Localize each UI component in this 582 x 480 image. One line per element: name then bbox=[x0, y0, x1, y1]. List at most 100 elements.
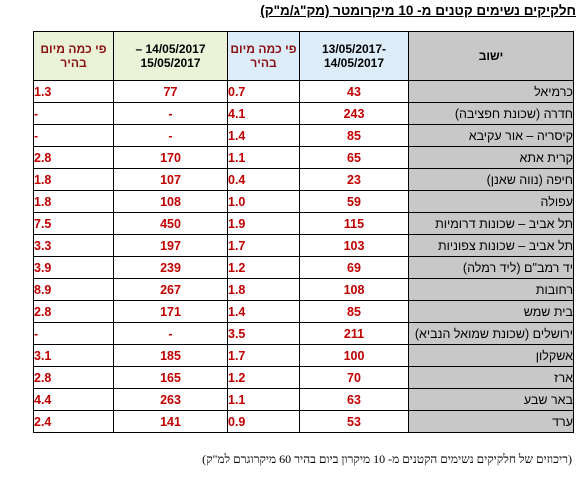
multiplier-b: 4.4 bbox=[33, 388, 114, 411]
value-a: 69 bbox=[299, 256, 409, 279]
table-row: חיפה (נווה שאנן) 23 0.4 107 1.8 bbox=[33, 168, 574, 191]
settlement-name: באר שבע bbox=[408, 388, 574, 411]
table-row: עפולה 59 1.0 108 1.8 bbox=[33, 190, 574, 213]
page-title: חלקיקים נשימים קטנים מ- 10 מיקרומטר (מק"… bbox=[260, 3, 576, 18]
multiplier-b: 1.8 bbox=[33, 168, 114, 191]
header-date-a: 13/05/2017-14/05/2017 bbox=[299, 31, 409, 81]
table-row: קרית אתא 65 1.1 170 2.8 bbox=[33, 146, 574, 169]
multiplier-b: - bbox=[33, 322, 114, 345]
value-a: 108 bbox=[299, 278, 409, 301]
multiplier-b: 1.8 bbox=[33, 190, 114, 213]
value-a: 59 bbox=[299, 190, 409, 213]
settlement-name: קרית אתא bbox=[408, 146, 574, 169]
value-b: 108 bbox=[113, 190, 228, 213]
multiplier-a: 1.7 bbox=[227, 344, 300, 367]
table-row: תל אביב – שכונות דרומיות 115 1.9 450 7.5 bbox=[33, 212, 574, 235]
multiplier-b: 3.9 bbox=[33, 256, 114, 279]
settlement-name: אשקלון bbox=[408, 344, 574, 367]
multiplier-b: 7.5 bbox=[33, 212, 114, 235]
settlement-name: יד רמב"ם (ליד רמלה) bbox=[408, 256, 574, 279]
header-settlement: ישוב bbox=[408, 31, 574, 81]
value-a: 115 bbox=[299, 212, 409, 235]
settlement-name: חיפה (נווה שאנן) bbox=[408, 168, 574, 191]
value-b: 450 bbox=[113, 212, 228, 235]
settlement-name: ערד bbox=[408, 410, 574, 433]
value-b: 141 bbox=[113, 410, 228, 433]
table-row: אשקלון 100 1.7 185 3.1 bbox=[33, 344, 574, 367]
table-row: ערד 53 0.9 141 2.4 bbox=[33, 410, 574, 433]
value-a: 100 bbox=[299, 344, 409, 367]
table-row: קיסריה – אור עקיבא 85 1.4- - bbox=[33, 124, 574, 147]
multiplier-a: 1.2 bbox=[227, 366, 300, 389]
settlement-name: ארז bbox=[408, 366, 574, 389]
value-a: 103 bbox=[299, 234, 409, 257]
value-a: 211 bbox=[299, 322, 409, 345]
settlement-name: כרמיאל bbox=[408, 80, 574, 103]
table-row: באר שבע 63 1.1 263 4.4 bbox=[33, 388, 574, 411]
footnote: (ריכוזים של חלקיקים נשימים הקטנים מ- 10 … bbox=[202, 452, 572, 466]
table-row: ארז 70 1.2 165 2.8 bbox=[33, 366, 574, 389]
settlement-name: תל אביב – שכונות דרומיות bbox=[408, 212, 574, 235]
multiplier-b: 2.8 bbox=[33, 146, 114, 169]
multiplier-b: - bbox=[33, 124, 114, 147]
multiplier-a: 1.7 bbox=[227, 234, 300, 257]
settlement-name: תל אביב – שכונות צפוניות bbox=[408, 234, 574, 257]
value-b: 77 bbox=[113, 80, 228, 103]
header-multiplier-b: פי כמה מיום בהיר bbox=[33, 31, 114, 81]
multiplier-b: 2.8 bbox=[33, 300, 114, 323]
table-row: חדרה (שכונת חפציבה) 243 4.1- - bbox=[33, 102, 574, 125]
value-a: 65 bbox=[299, 146, 409, 169]
multiplier-a: 1.4 bbox=[227, 300, 300, 323]
multiplier-b: - bbox=[33, 102, 114, 125]
multiplier-a: 1.1 bbox=[227, 146, 300, 169]
value-b: 197 bbox=[113, 234, 228, 257]
multiplier-a: 4.1 bbox=[227, 102, 300, 125]
value-a: 70 bbox=[299, 366, 409, 389]
value-b: 107 bbox=[113, 168, 228, 191]
multiplier-a: 1.2 bbox=[227, 256, 300, 279]
value-b: - bbox=[113, 124, 228, 147]
settlement-name: קיסריה – אור עקיבא bbox=[408, 124, 574, 147]
value-b: - bbox=[113, 322, 228, 345]
value-a: 43 bbox=[299, 80, 409, 103]
value-b: 170 bbox=[113, 146, 228, 169]
multiplier-a: 1.8 bbox=[227, 278, 300, 301]
table-row: רחובות 108 1.8 267 8.9 bbox=[33, 278, 574, 301]
table-row: תל אביב – שכונות צפוניות 103 1.7 197 3.3 bbox=[33, 234, 574, 257]
value-a: 63 bbox=[299, 388, 409, 411]
multiplier-a: 1.0 bbox=[227, 190, 300, 213]
value-b: 267 bbox=[113, 278, 228, 301]
multiplier-a: 1.9 bbox=[227, 212, 300, 235]
multiplier-a: 1.4 bbox=[227, 124, 300, 147]
settlement-name: ירושלים (שכונת שמואל הנביא) bbox=[408, 322, 574, 345]
multiplier-b: 2.4 bbox=[33, 410, 114, 433]
multiplier-b: 3.3 bbox=[33, 234, 114, 257]
multiplier-b: 2.8 bbox=[33, 366, 114, 389]
value-a: 85 bbox=[299, 124, 409, 147]
pollution-table: ישוב 13/05/2017-14/05/2017 פי כמה מיום ב… bbox=[33, 31, 574, 433]
value-b: 165 bbox=[113, 366, 228, 389]
table-row: כרמיאל 43 0.7 77 1.3 bbox=[33, 80, 574, 103]
value-b: - bbox=[113, 102, 228, 125]
value-b: 263 bbox=[113, 388, 228, 411]
value-b: 239 bbox=[113, 256, 228, 279]
settlement-name: עפולה bbox=[408, 190, 574, 213]
value-a: 85 bbox=[299, 300, 409, 323]
value-b: 171 bbox=[113, 300, 228, 323]
value-b: 185 bbox=[113, 344, 228, 367]
header-date-b: 14/05/2017 – 15/05/2017 bbox=[113, 31, 228, 81]
table-header-row: ישוב 13/05/2017-14/05/2017 פי כמה מיום ב… bbox=[33, 31, 574, 81]
value-a: 23 bbox=[299, 168, 409, 191]
multiplier-b: 8.9 bbox=[33, 278, 114, 301]
table-body: כרמיאל 43 0.7 77 1.3 חדרה (שכונת חפציבה) 243 4.… bbox=[33, 80, 574, 433]
table-row: יד רמב"ם (ליד רמלה) 69 1.2 239 3.9 bbox=[33, 256, 574, 279]
value-a: 243 bbox=[299, 102, 409, 125]
multiplier-a: 1.1 bbox=[227, 388, 300, 411]
table-row: בית שמש 85 1.4 171 2.8 bbox=[33, 300, 574, 323]
settlement-name: חדרה (שכונת חפציבה) bbox=[408, 102, 574, 125]
table-row: ירושלים (שכונת שמואל הנביא) 211 3.5- - bbox=[33, 322, 574, 345]
multiplier-b: 3.1 bbox=[33, 344, 114, 367]
multiplier-a: 0.9 bbox=[227, 410, 300, 433]
header-multiplier-a: פי כמה מיום בהיר bbox=[227, 31, 300, 81]
multiplier-a: 0.7 bbox=[227, 80, 300, 103]
